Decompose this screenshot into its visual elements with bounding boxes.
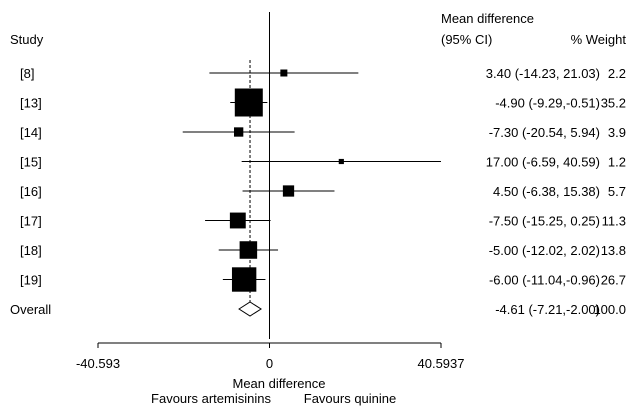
x-tick-label: 0	[266, 356, 273, 371]
effect-ci-text: -4.90 (-9.29,-0.51)	[495, 96, 600, 111]
favours-left-note: Favours artemisinins	[151, 391, 271, 406]
x-tick-label: -40.593	[76, 356, 120, 371]
study-label: [17]	[20, 214, 42, 229]
overall-label: Overall	[10, 302, 51, 317]
point-estimate-marker	[280, 69, 288, 77]
weight-text: 35.2	[601, 96, 626, 111]
column-header-effect: Mean difference	[441, 11, 534, 26]
weight-text: 26.7	[601, 273, 626, 288]
study-rows: [8] 3.40 (-14.23, 21.03) 2.2 [13] -4.90 (-9.…	[10, 12, 626, 339]
study-row: [18] -5.00 (-12.02, 2.02) 13.8	[20, 241, 626, 259]
point-estimate-marker	[282, 185, 295, 197]
column-header-ci: (95% CI)	[441, 32, 492, 47]
study-label: [19]	[20, 273, 42, 288]
weight-text: 13.8	[601, 243, 626, 258]
study-row: [19] -6.00 (-11.04,-0.96) 26.7	[20, 267, 626, 292]
weight-text: 5.7	[608, 184, 626, 199]
point-estimate-marker	[338, 158, 344, 165]
column-header-study: Study	[10, 32, 44, 47]
effect-ci-text: -7.50 (-15.25, 0.25)	[489, 214, 600, 229]
effect-ci-text: -7.30 (-20.54, 5.94)	[489, 125, 600, 140]
effect-ci-text: 3.40 (-14.23, 21.03)	[486, 66, 600, 81]
effect-ci-text: -5.00 (-12.02, 2.02)	[489, 243, 600, 258]
column-header-weight: % Weight	[571, 32, 627, 47]
weight-text: 11.3	[602, 214, 626, 229]
effect-ci-text: -6.00 (-11.04,-0.96)	[489, 273, 600, 288]
x-axis: -40.593 0 40.5937	[76, 342, 465, 371]
study-label: [8]	[20, 66, 34, 81]
overall-ci-text: -4.61 (-7.21,-2.00)	[495, 302, 600, 317]
overall-diamond	[238, 301, 262, 317]
study-label: [15]	[20, 155, 42, 170]
study-row: [16] 4.50 (-6.38, 15.38) 5.7	[20, 184, 626, 199]
study-label: [13]	[20, 96, 42, 111]
favours-right-note: Favours quinine	[304, 391, 397, 406]
point-estimate-marker	[234, 88, 263, 117]
weight-text: 3.9	[608, 125, 626, 140]
effect-ci-text: 4.50 (-6.38, 15.38)	[493, 184, 600, 199]
x-tick-label: 40.5937	[418, 356, 465, 371]
point-estimate-marker	[229, 212, 246, 229]
study-label: [16]	[20, 184, 42, 199]
overall-weight-text: 100.0	[593, 302, 626, 317]
weight-text: 1.2	[608, 155, 626, 170]
x-axis-label: Mean difference	[233, 376, 326, 391]
effect-ci-text: 17.00 (-6.59, 40.59)	[486, 155, 600, 170]
overall-row: Overall -4.61 (-7.21,-2.00)100.0	[10, 301, 626, 317]
study-row: [17] -7.50 (-15.25, 0.25) 11.3	[20, 212, 626, 229]
study-label: [14]	[20, 125, 42, 140]
study-row: [8] 3.40 (-14.23, 21.03) 2.2	[20, 66, 626, 81]
point-estimate-marker	[231, 267, 257, 292]
study-row: [15] 17.00 (-6.59, 40.59) 1.2	[20, 155, 626, 170]
weight-text: 2.2	[608, 66, 626, 81]
study-label: [18]	[20, 243, 42, 258]
study-row: [14] -7.30 (-20.54, 5.94) 3.9	[20, 125, 626, 140]
point-estimate-marker	[233, 127, 244, 137]
study-row: [13] -4.90 (-9.29,-0.51) 35.2	[20, 88, 626, 117]
point-estimate-marker	[239, 241, 258, 259]
